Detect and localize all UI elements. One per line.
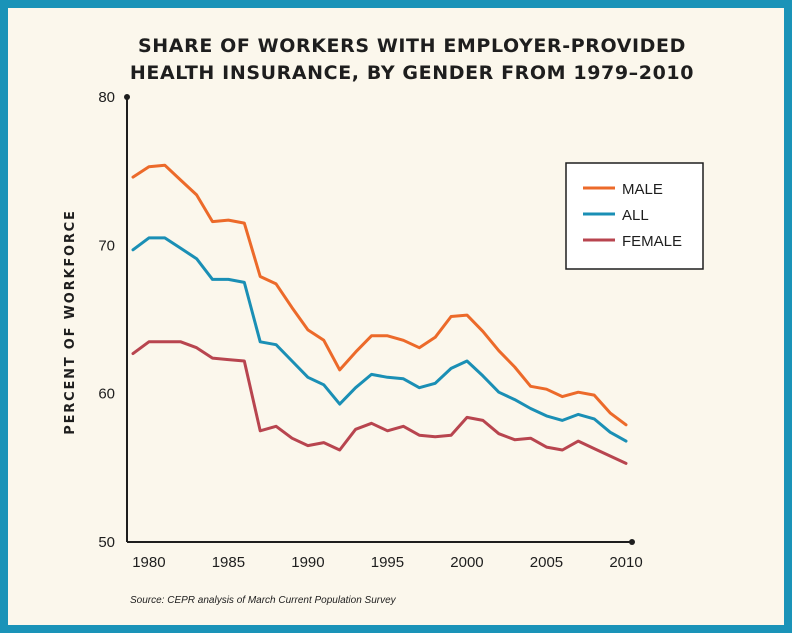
legend-label-female: FEMALE bbox=[622, 233, 682, 250]
x-tick-labels: 1980 1985 1990 1995 2000 2005 2010 bbox=[132, 554, 642, 571]
y-tick-label: 80 bbox=[98, 89, 115, 106]
x-tick-label: 1995 bbox=[371, 554, 404, 571]
x-axis-end-dot bbox=[629, 539, 635, 545]
chart-title-line-2: HEALTH INSURANCE, BY GENDER FROM 1979–20… bbox=[130, 62, 694, 84]
y-axis-label: PERCENT OF WORKFORCE bbox=[63, 209, 78, 434]
y-tick-label: 70 bbox=[98, 237, 115, 254]
y-tick-labels: 50 60 70 80 bbox=[98, 89, 115, 551]
x-tick-label: 2010 bbox=[609, 554, 642, 571]
legend-label-male: MALE bbox=[622, 181, 663, 198]
series-line-female bbox=[131, 340, 628, 465]
x-tick-label: 2000 bbox=[450, 554, 483, 571]
series-line-male bbox=[131, 163, 628, 427]
x-tick-label: 1985 bbox=[212, 554, 245, 571]
series-lines bbox=[131, 163, 628, 465]
x-tick-label: 2005 bbox=[530, 554, 563, 571]
source-note: Source: CEPR analysis of March Current P… bbox=[130, 595, 397, 606]
legend: MALE ALL FEMALE bbox=[583, 181, 682, 250]
chart-title-line-1: SHARE OF WORKERS WITH EMPLOYER-PROVIDED bbox=[138, 35, 686, 57]
legend-label-all: ALL bbox=[622, 207, 649, 224]
y-tick-label: 50 bbox=[98, 534, 115, 551]
series-line-all bbox=[131, 236, 628, 443]
y-tick-label: 60 bbox=[98, 386, 115, 403]
legend-box bbox=[565, 162, 704, 270]
chart-frame bbox=[8, 8, 784, 625]
x-tick-label: 1980 bbox=[132, 554, 165, 571]
x-tick-label: 1990 bbox=[291, 554, 324, 571]
y-axis-end-dot bbox=[124, 94, 130, 100]
